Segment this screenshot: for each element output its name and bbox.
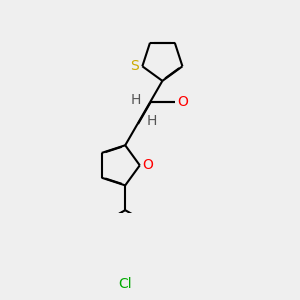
Text: Cl: Cl: [118, 277, 132, 291]
Text: O: O: [177, 95, 188, 109]
Text: H: H: [131, 93, 141, 107]
Text: O: O: [142, 158, 153, 172]
Text: H: H: [146, 114, 157, 128]
Text: S: S: [130, 59, 139, 73]
